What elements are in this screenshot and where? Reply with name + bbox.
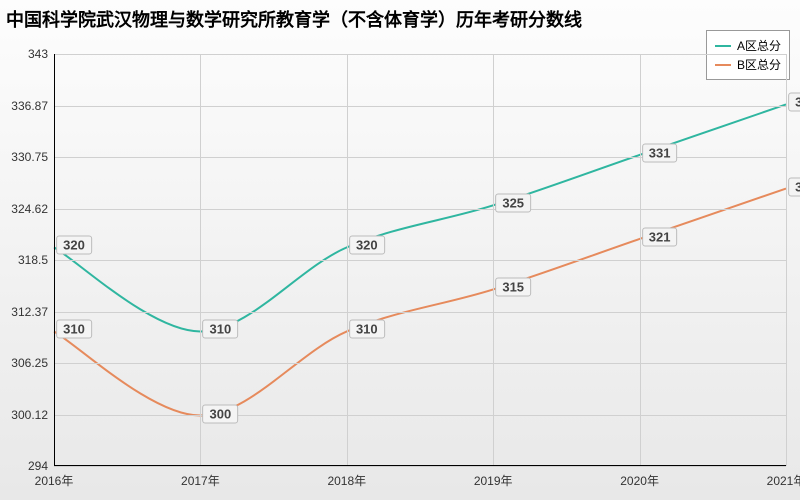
- grid-line-vertical: [493, 54, 494, 466]
- grid-line-vertical: [640, 54, 641, 466]
- axis-bottom: [54, 465, 786, 466]
- legend-swatch: [715, 45, 731, 47]
- data-label: 310: [56, 320, 92, 339]
- data-label: 310: [349, 320, 385, 339]
- grid-line-horizontal: [54, 260, 786, 261]
- data-label: 327: [788, 177, 800, 196]
- y-tick-label: 300.12: [11, 408, 54, 422]
- grid-line-horizontal: [54, 209, 786, 210]
- plot-area: 294300.12306.25312.37318.5324.62330.7533…: [54, 54, 786, 466]
- x-tick-label: 2016年: [35, 466, 74, 489]
- y-tick-label: 306.25: [11, 356, 54, 370]
- y-tick-label: 324.62: [11, 202, 54, 216]
- grid-line-vertical: [786, 54, 787, 466]
- grid-line-vertical: [200, 54, 201, 466]
- y-tick-label: 343: [28, 47, 54, 61]
- chart-title: 中国科学院武汉物理与数学研究所教育学（不含体育学）历年考研分数线: [6, 6, 582, 32]
- grid-line-horizontal: [54, 415, 786, 416]
- legend-label: A区总分: [737, 37, 781, 54]
- chart-container: 中国科学院武汉物理与数学研究所教育学（不含体育学）历年考研分数线 A区总分B区总…: [0, 0, 800, 500]
- data-label: 321: [642, 227, 678, 246]
- axis-left: [54, 54, 55, 466]
- x-tick-label: 2020年: [620, 466, 659, 489]
- grid-line-horizontal: [54, 106, 786, 107]
- y-tick-label: 318.5: [18, 253, 54, 267]
- data-label: 310: [203, 320, 239, 339]
- data-label: 315: [495, 278, 531, 297]
- series-line: [54, 104, 786, 331]
- grid-line-horizontal: [54, 312, 786, 313]
- grid-line-horizontal: [54, 54, 786, 55]
- x-tick-label: 2018年: [327, 466, 366, 489]
- data-label: 320: [349, 236, 385, 255]
- series-line: [54, 189, 786, 416]
- data-label: 331: [642, 143, 678, 162]
- data-label: 320: [56, 236, 92, 255]
- grid-line-horizontal: [54, 466, 786, 467]
- legend-item: A区总分: [715, 37, 781, 54]
- data-label: 325: [495, 194, 531, 213]
- y-tick-label: 336.87: [11, 99, 54, 113]
- y-tick-label: 330.75: [11, 150, 54, 164]
- x-tick-label: 2019年: [474, 466, 513, 489]
- x-tick-label: 2021年: [767, 466, 800, 489]
- data-label: 300: [203, 404, 239, 423]
- y-tick-label: 312.37: [11, 305, 54, 319]
- data-label: 337: [788, 93, 800, 112]
- grid-line-horizontal: [54, 363, 786, 364]
- x-tick-label: 2017年: [181, 466, 220, 489]
- grid-line-vertical: [347, 54, 348, 466]
